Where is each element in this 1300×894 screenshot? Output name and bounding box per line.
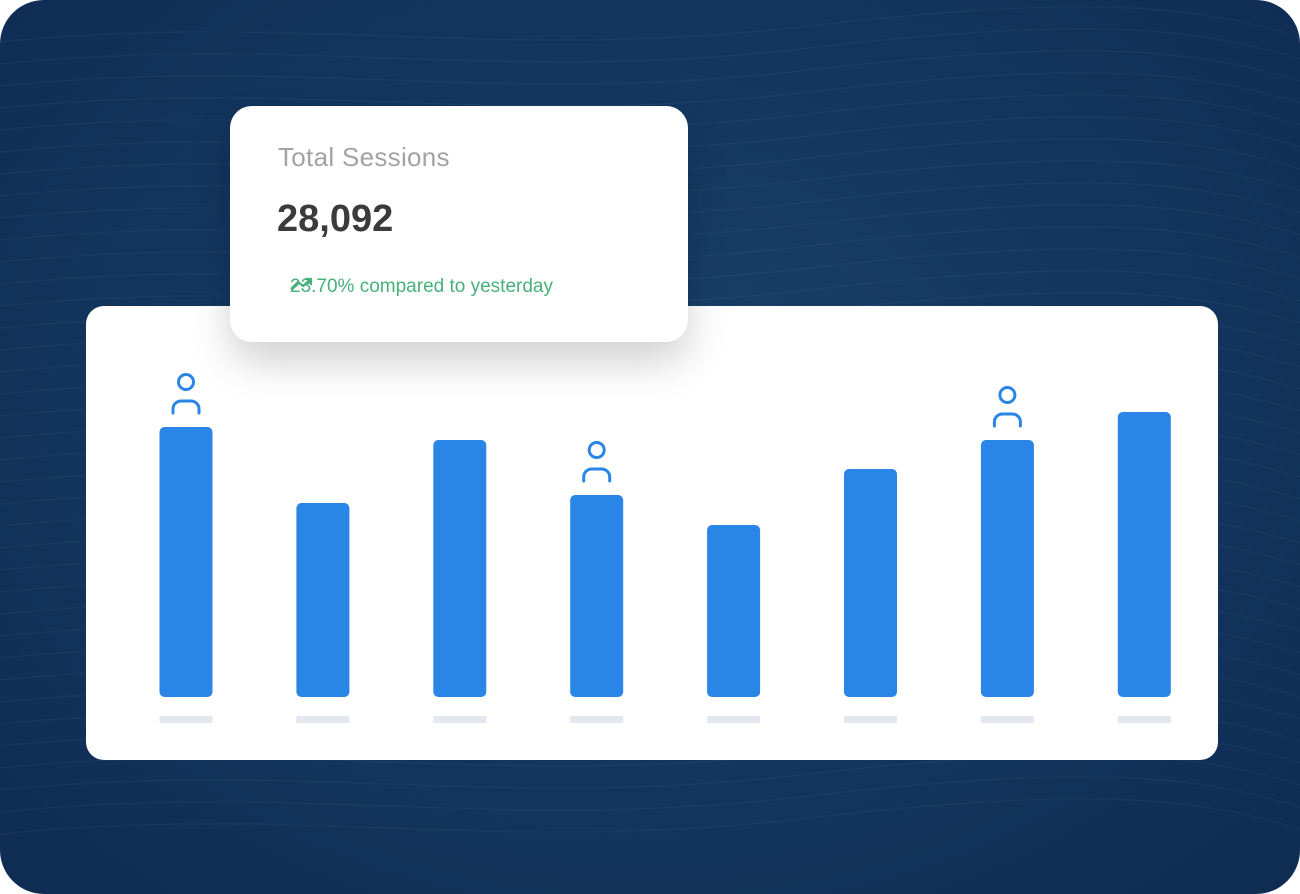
wave-line xyxy=(0,799,1300,834)
bar xyxy=(980,440,1034,697)
wave-line xyxy=(0,51,1300,86)
x-label-placeholder xyxy=(433,716,487,723)
x-label-placeholder xyxy=(980,716,1034,723)
bar xyxy=(296,503,350,697)
bar xyxy=(433,440,487,697)
trend-text: 23.70% compared to yesterday xyxy=(290,276,553,297)
bar xyxy=(1117,412,1171,697)
trending-up-icon xyxy=(290,277,313,290)
x-label-placeholder xyxy=(844,716,897,723)
user-icon xyxy=(171,373,201,415)
bar xyxy=(159,427,213,697)
wave-line xyxy=(0,73,1300,108)
x-label-placeholder xyxy=(159,716,213,723)
wave-line xyxy=(0,755,1300,790)
wave-line xyxy=(0,777,1300,812)
wave-line xyxy=(0,7,1300,42)
trend-row: 23.70% compared to yesterday xyxy=(290,276,553,298)
chart-card xyxy=(86,306,1218,760)
bar xyxy=(844,469,897,697)
bar xyxy=(707,525,761,697)
card-title: Total Sessions xyxy=(278,142,450,172)
x-label-placeholder xyxy=(1117,716,1171,723)
bar xyxy=(570,495,624,697)
wave-line xyxy=(0,29,1300,64)
user-icon xyxy=(582,441,612,483)
x-label-placeholder xyxy=(570,716,624,723)
x-label-placeholder xyxy=(707,716,761,723)
user-icon xyxy=(992,386,1022,428)
bar-chart xyxy=(159,373,1171,723)
sessions-value: 28,092 xyxy=(277,198,394,240)
total-sessions-card: Total Sessions 28,092 23.70% compared to… xyxy=(230,106,688,342)
x-label-placeholder xyxy=(296,716,350,723)
